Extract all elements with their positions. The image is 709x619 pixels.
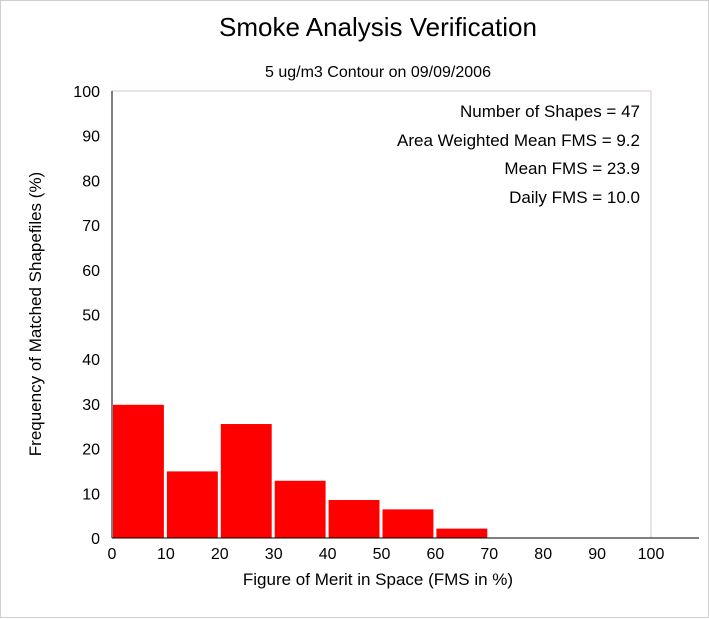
x-tick-label: 30	[265, 546, 283, 563]
y-tick-label: 50	[82, 308, 100, 325]
chart-title: Smoke Analysis Verification	[219, 12, 537, 42]
y-tick-label: 20	[82, 442, 100, 459]
y-tick-label: 30	[82, 397, 100, 414]
y-tick-labels: 0 10 20 30 40 50 60 70 80 90 100	[73, 84, 100, 548]
y-tick-label: 80	[82, 173, 100, 190]
y-tick-label: 40	[82, 352, 100, 369]
bar-10-20	[166, 471, 218, 538]
bar-30-40	[274, 480, 326, 538]
x-tick-label: 80	[534, 546, 552, 563]
bar-0-10	[113, 404, 164, 538]
x-tick-label: 50	[373, 546, 391, 563]
x-tick-label: 60	[427, 546, 445, 563]
bar-60-70	[436, 528, 488, 538]
x-tick-label: 40	[319, 546, 337, 563]
x-tick-label: 20	[211, 546, 229, 563]
y-tick-label: 10	[82, 486, 100, 503]
stat-area-weighted-mean-fms: Area Weighted Mean FMS = 9.2	[397, 131, 640, 150]
bar-20-30	[220, 424, 272, 538]
x-tick-label: 100	[638, 546, 665, 563]
y-tick-label: 0	[91, 531, 100, 548]
stat-daily-fms: Daily FMS = 10.0	[509, 188, 640, 207]
y-tick-label: 60	[82, 263, 100, 280]
plot-area	[111, 90, 652, 539]
chart-subtitle: 5 ug/m3 Contour on 09/09/2006	[265, 64, 491, 81]
x-tick-labels: 0 10 20 30 40 50 60 70 80 90 100	[108, 546, 665, 563]
stat-mean-fms: Mean FMS = 23.9	[504, 159, 640, 178]
bars-group	[113, 404, 488, 538]
x-tick-label: 0	[108, 546, 117, 563]
y-axis-label: Frequency of Matched Shapefiles (%)	[26, 172, 45, 456]
x-tick-label: 70	[480, 546, 498, 563]
x-axis-label: Figure of Merit in Space (FMS in %)	[243, 570, 513, 589]
stat-number-of-shapes: Number of Shapes = 47	[460, 102, 640, 121]
x-tick-label: 10	[157, 546, 175, 563]
bar-40-50	[328, 500, 380, 538]
y-tick-label: 90	[82, 129, 100, 146]
bar-50-60	[382, 509, 434, 538]
x-tick-label: 90	[588, 546, 606, 563]
y-tick-label: 70	[82, 218, 100, 235]
y-tick-label: 100	[73, 84, 100, 101]
